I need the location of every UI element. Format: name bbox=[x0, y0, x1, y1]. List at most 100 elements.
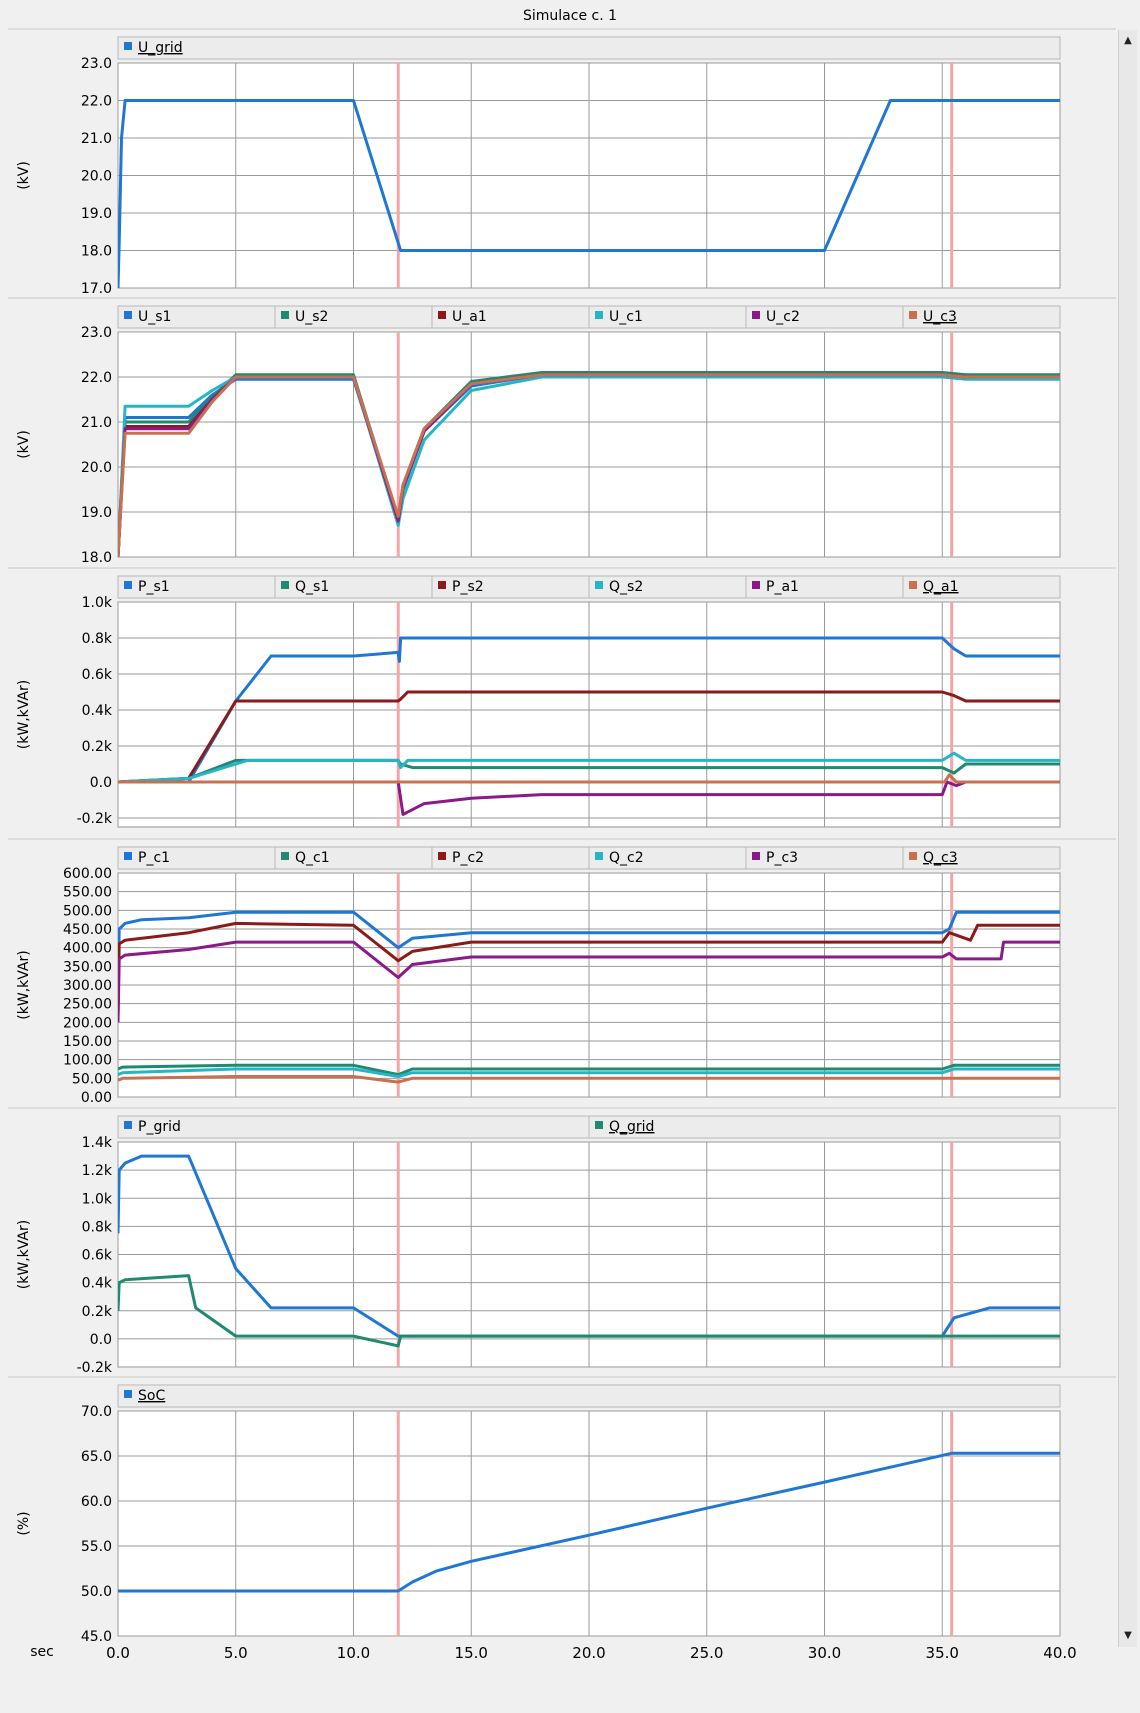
legend-label[interactable]: P_grid bbox=[138, 1119, 181, 1135]
chart-panel-4: P_c1 Q_c1 P_c2 Q_c2 P_c3 Q_c3 0.00 50.00 100.00 1… bbox=[8, 838, 1116, 1106]
y-tick-label: 50.0 bbox=[81, 1584, 112, 1600]
legend-label[interactable]: U_a1 bbox=[452, 309, 487, 325]
y-tick-label: 22.0 bbox=[81, 94, 112, 110]
chart-panel-5: P_grid Q_grid -0.2k 0.0 0.2k 0.4k 0.6k 0.8k 1.0k… bbox=[8, 1107, 1116, 1376]
y-tick-label: 0.4k bbox=[82, 1276, 113, 1292]
legend-label[interactable]: P_a1 bbox=[766, 579, 799, 595]
y-tick-label: 23.0 bbox=[81, 325, 112, 341]
y-tick-label: 1.0k bbox=[82, 1191, 113, 1207]
y-tick-label: 450.00 bbox=[63, 922, 112, 938]
series-line-Q_c2 bbox=[118, 1067, 1060, 1078]
y-tick-label: -0.2k bbox=[77, 811, 113, 827]
x-tick-label: 10.0 bbox=[337, 1644, 370, 1662]
y-tick-label: 0.0 bbox=[90, 1332, 112, 1348]
y-tick-label: 0.2k bbox=[82, 1304, 113, 1320]
y-tick-label: 21.0 bbox=[81, 131, 112, 147]
legend-swatch bbox=[752, 852, 760, 860]
legend-swatch bbox=[124, 42, 132, 50]
series-line-P_a1 bbox=[118, 780, 1060, 816]
legend-label[interactable]: Q_s2 bbox=[609, 579, 643, 595]
x-tick-label: 15.0 bbox=[455, 1644, 488, 1662]
legend-label[interactable]: U_s1 bbox=[138, 309, 171, 325]
y-tick-label: 0.6k bbox=[82, 1248, 113, 1264]
series-line-Q_a1 bbox=[118, 773, 1060, 784]
series-line-Q_s1 bbox=[118, 758, 1060, 784]
legend-swatch bbox=[595, 581, 603, 589]
legend-label[interactable]: Q_a1 bbox=[923, 579, 959, 595]
legend-swatch bbox=[438, 581, 446, 589]
series-line-SoC bbox=[118, 1451, 1060, 1593]
legend-label[interactable]: Q_s1 bbox=[295, 579, 329, 595]
legend-label[interactable]: P_s2 bbox=[452, 579, 484, 595]
legend-label[interactable]: U_c1 bbox=[609, 309, 643, 325]
series-line-Q_c1 bbox=[118, 1063, 1060, 1077]
x-axis-label: sec bbox=[30, 1644, 54, 1660]
legend-swatch bbox=[595, 311, 603, 319]
legend-label[interactable]: Q_grid bbox=[609, 1119, 654, 1135]
legend-swatch bbox=[438, 311, 446, 319]
legend-swatch bbox=[909, 852, 917, 860]
y-tick-label: 45.0 bbox=[81, 1629, 112, 1645]
y-axis-label: (kW,kVAr) bbox=[16, 950, 32, 1019]
y-tick-label: 55.0 bbox=[81, 1539, 112, 1555]
window-title: Simulace c. 1 bbox=[522, 8, 618, 24]
legend-swatch bbox=[281, 852, 289, 860]
y-axis-label: (kW,kVAr) bbox=[16, 1220, 32, 1289]
y-axis-label: (kW,kVAr) bbox=[16, 680, 32, 749]
series-line-Q_s2 bbox=[118, 751, 1060, 784]
y-axis-label: (kV) bbox=[16, 430, 32, 459]
legend-label[interactable]: Q_c3 bbox=[923, 850, 958, 866]
legend-label[interactable]: U_s2 bbox=[295, 309, 328, 325]
series-line-P_c3 bbox=[118, 940, 1060, 1023]
triangle-up-icon[interactable]: ▲ bbox=[1124, 35, 1132, 46]
legend-label[interactable]: P_c1 bbox=[138, 850, 170, 866]
legend-label[interactable]: P_c2 bbox=[452, 850, 484, 866]
y-tick-label: 0.6k bbox=[82, 667, 113, 683]
legend-label[interactable]: Q_c1 bbox=[295, 850, 330, 866]
legend-swatch bbox=[124, 1121, 132, 1129]
y-tick-label: 500.00 bbox=[63, 903, 112, 919]
legend-label[interactable]: Q_c2 bbox=[609, 850, 644, 866]
series-line-U_grid bbox=[118, 99, 1060, 288]
legend-label[interactable]: P_s1 bbox=[138, 579, 170, 595]
y-tick-label: 18.0 bbox=[81, 244, 112, 260]
legend-bar bbox=[117, 1384, 1061, 1408]
legend-label[interactable]: U_c2 bbox=[766, 309, 800, 325]
y-tick-label: 20.0 bbox=[81, 169, 112, 185]
y-tick-label: 18.0 bbox=[81, 550, 112, 566]
legend-label[interactable]: SoC bbox=[138, 1388, 165, 1404]
y-tick-label: 1.4k bbox=[82, 1135, 113, 1151]
y-tick-label: 0.8k bbox=[82, 1219, 113, 1235]
x-tick-label: 25.0 bbox=[690, 1644, 723, 1662]
y-tick-label: 1.2k bbox=[82, 1163, 113, 1179]
y-tick-label: 19.0 bbox=[81, 505, 112, 521]
y-tick-label: 23.0 bbox=[81, 56, 112, 72]
triangle-down-icon[interactable]: ▼ bbox=[1124, 1630, 1132, 1641]
y-tick-label: 17.0 bbox=[81, 281, 112, 297]
chart-panel-1: U_grid 17.0 18.0 19.0 20.0 21.0 22.0 23.0 (kV) bbox=[8, 28, 1116, 297]
series-line-P_s2 bbox=[118, 690, 1060, 784]
legend-swatch bbox=[281, 311, 289, 319]
y-tick-label: 20.0 bbox=[81, 460, 112, 476]
legend-swatch bbox=[124, 852, 132, 860]
chart-panel-2: U_s1 U_s2 U_a1 U_c1 U_c2 U_c3 18.0 19.0 20.0 21.0… bbox=[8, 297, 1116, 566]
x-tick-label: 40.0 bbox=[1043, 1644, 1076, 1662]
legend-label[interactable]: P_c3 bbox=[766, 850, 798, 866]
legend-bar bbox=[117, 36, 1061, 60]
y-tick-label: 65.0 bbox=[81, 1449, 112, 1465]
legend-swatch bbox=[752, 581, 760, 589]
legend-swatch bbox=[595, 1121, 603, 1129]
legend-swatch bbox=[909, 311, 917, 319]
legend-label[interactable]: U_c3 bbox=[923, 309, 957, 325]
legend-swatch bbox=[595, 852, 603, 860]
x-tick-label: 30.0 bbox=[808, 1644, 841, 1662]
y-axis-label: (kV) bbox=[16, 161, 32, 190]
series-line-P_grid bbox=[118, 1154, 1060, 1338]
x-tick-label: 0.0 bbox=[106, 1644, 130, 1662]
legend-label[interactable]: U_grid bbox=[138, 40, 183, 56]
series-line-P_c2 bbox=[118, 921, 1060, 1015]
vertical-scrollbar[interactable]: ▲ ▼ bbox=[1118, 30, 1137, 1647]
y-tick-label: 250.00 bbox=[63, 997, 112, 1013]
